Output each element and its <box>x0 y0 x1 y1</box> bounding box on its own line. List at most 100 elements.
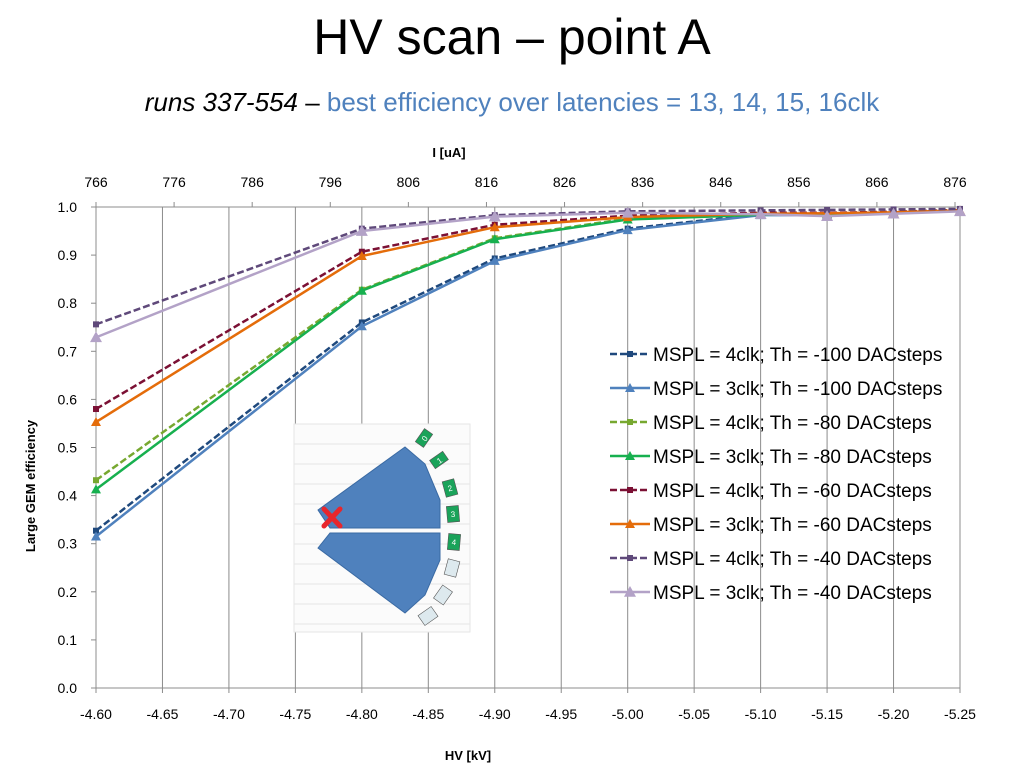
sector-2: 2 <box>441 478 459 498</box>
sector-6 <box>433 584 453 606</box>
legend-swatch-marker <box>627 419 633 425</box>
x-tick-label: -5.00 <box>612 706 644 722</box>
legend-item: MSPL = 4clk; Th = -80 DACsteps <box>610 413 932 434</box>
legend-item: MSPL = 4clk; Th = -100 DACsteps <box>610 345 942 366</box>
legend-label: MSPL = 3clk; Th = -60 DACsteps <box>653 515 932 536</box>
data-point <box>488 210 501 222</box>
x2-tick-label: 786 <box>241 174 265 190</box>
data-point <box>356 285 367 295</box>
slide-title: HV scan – point A <box>313 9 711 65</box>
data-point <box>93 321 99 328</box>
series-line <box>95 209 961 424</box>
legend-label: MSPL = 4clk; Th = -80 DACsteps <box>653 413 932 434</box>
data-point <box>489 255 500 265</box>
slide-subtitle: runs 337-554 – best efficiency over late… <box>0 86 1024 118</box>
detector-inset: 0 1 2 3 4 <box>293 423 471 633</box>
y-tick-label: 0.5 <box>58 440 78 456</box>
data-point <box>887 207 900 219</box>
data-point <box>489 222 500 232</box>
data-point <box>93 527 99 534</box>
legend-swatch-marker <box>627 351 633 357</box>
data-point <box>90 331 102 343</box>
series-line <box>95 207 961 326</box>
y-tick-label: 0.8 <box>58 295 78 311</box>
x-tick-label: -5.15 <box>811 706 843 722</box>
sector-2-label: 2 <box>447 483 454 493</box>
legend-item: MSPL = 3clk; Th = -100 DACsteps <box>610 379 942 400</box>
data-point <box>355 225 368 236</box>
series-line <box>95 209 961 532</box>
x-tick-label: -5.05 <box>678 706 710 722</box>
sector-4-label: 4 <box>451 538 457 547</box>
sector-4: 4 <box>447 533 461 551</box>
data-point <box>93 477 99 484</box>
legend-label: MSPL = 3clk; Th = -100 DACsteps <box>653 379 942 400</box>
sector-3: 3 <box>446 505 460 523</box>
data-point <box>91 484 101 494</box>
y-tick-label: 0.4 <box>58 488 78 504</box>
x-tick-label: -4.85 <box>412 706 444 722</box>
x-tick-label: -5.20 <box>878 706 910 722</box>
legend-swatch-marker <box>625 519 635 528</box>
data-point <box>356 321 367 331</box>
sector-0-label: 0 <box>420 434 430 443</box>
y-axis-title: Large GEM efficiency <box>23 419 38 552</box>
x-tick-label: -4.80 <box>346 706 378 722</box>
legend-item: MSPL = 4clk; Th = -40 DACsteps <box>610 549 932 570</box>
subtitle-runs: runs 337-554 <box>144 87 298 117</box>
x2-axis-title: I [uA] <box>432 145 465 160</box>
sector-3-label: 3 <box>450 510 456 519</box>
legend: MSPL = 4clk; Th = -100 DACsteps MSPL = 3c… <box>610 345 942 604</box>
x2-tick-label: 866 <box>865 174 889 190</box>
data-point <box>356 251 367 261</box>
data-point <box>93 406 99 413</box>
legend-label: MSPL = 4clk; Th = -40 DACsteps <box>653 549 932 570</box>
data-point <box>754 208 767 220</box>
x-tick-label: -4.60 <box>80 706 112 722</box>
sector-0: 0 <box>414 428 434 448</box>
legend-label: MSPL = 4clk; Th = -60 DACsteps <box>653 481 932 502</box>
legend-label: MSPL = 3clk; Th = -80 DACsteps <box>653 447 932 468</box>
x2-tick-label: 766 <box>84 174 108 190</box>
series-line <box>95 210 961 339</box>
chart-axes: -4.60 -4.65 -4.70 -4.75 -4.80 -4.85 -4.90 -4.95… <box>23 145 976 763</box>
y-tick-label: 0.3 <box>58 536 78 552</box>
x2-tick-label: 836 <box>631 174 655 190</box>
x2-tick-label: 826 <box>553 174 577 190</box>
legend-item: MSPL = 3clk; Th = -60 DACsteps <box>610 515 932 536</box>
sector-7 <box>417 606 439 626</box>
x2-tick-label: 816 <box>475 174 499 190</box>
sector-5 <box>443 558 461 578</box>
legend-item: MSPL = 4clk; Th = -60 DACsteps <box>610 481 932 502</box>
legend-swatch-marker <box>625 451 635 460</box>
x-tick-label: -5.25 <box>944 706 976 722</box>
legend-label: MSPL = 4clk; Th = -100 DACsteps <box>653 345 942 366</box>
sector-1: 1 <box>429 450 449 470</box>
series-8 <box>90 205 966 343</box>
x-axis-title: HV [kV] <box>445 748 491 763</box>
series-layer <box>90 205 966 541</box>
legend-swatch-marker <box>624 586 636 597</box>
x-tick-label: -4.70 <box>213 706 245 722</box>
data-point <box>622 225 633 235</box>
series-6 <box>91 205 965 427</box>
data-point <box>91 531 101 541</box>
subtitle-separator: – <box>297 87 327 117</box>
legend-item: MSPL = 3clk; Th = -40 DACsteps <box>610 583 932 604</box>
subtitle-description: best efficiency over latencies = 13, 14,… <box>326 87 880 117</box>
legend-swatch-marker <box>627 555 633 561</box>
x-tick-label: -4.65 <box>147 706 179 722</box>
sector-1-label: 1 <box>435 456 444 466</box>
legend-swatch-marker <box>627 487 633 493</box>
data-point <box>621 206 634 218</box>
lower-chamber-half <box>317 532 441 614</box>
data-point <box>821 210 834 221</box>
x2-tick-label: 846 <box>709 174 733 190</box>
y-tick-label: 0.9 <box>58 247 78 263</box>
data-point <box>954 205 966 217</box>
y-tick-label: 0.7 <box>58 343 78 359</box>
legend-label: MSPL = 3clk; Th = -40 DACsteps <box>653 583 932 604</box>
x-tick-label: -4.95 <box>545 706 577 722</box>
x-tick-label: -4.75 <box>279 706 311 722</box>
